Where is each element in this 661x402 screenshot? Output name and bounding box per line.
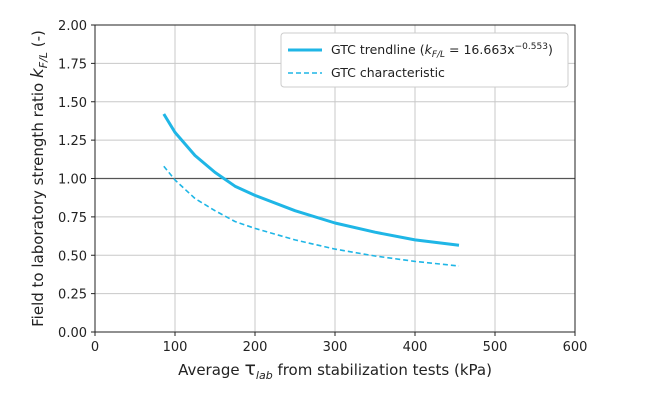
tick-layer: 0 100 200 300 400 500 600 0.00 0.25 0.50 0.75 1.00 1… [58, 19, 587, 355]
series-line-gtc-characteristic [163, 165, 460, 267]
y-axis-title-post: (-) [29, 30, 47, 52]
x-tick-label: 0 [91, 340, 99, 355]
legend-trend-post: ) [548, 42, 553, 57]
x-tick-label: 200 [243, 340, 268, 355]
x-tick-label: 400 [403, 340, 428, 355]
legend-trend-sub: F/L [432, 50, 445, 60]
y-tick-label: 0.75 [58, 211, 87, 226]
x-axis-title-post: from stabilization tests (kPa) [273, 361, 492, 379]
legend-char-pre: GTC characteristic [331, 65, 445, 80]
legend-trend-mid: = 16.663x [445, 42, 515, 57]
y-axis-title-pre: Field to laboratory strength ratio [29, 78, 47, 327]
series-layer [162, 113, 460, 267]
y-tick-label: 2.00 [58, 19, 87, 34]
x-tick-label: 100 [163, 340, 188, 355]
legend-label-gtc-trendline: GTC trendline (kF/L = 16.663x−0.553) [331, 42, 553, 60]
x-tick-label: 300 [323, 340, 348, 355]
y-axis-title: Field to laboratory strength ratio kF/L … [28, 30, 50, 327]
y-tick-label: 1.50 [58, 96, 87, 111]
y-tick-label: 0.00 [58, 326, 87, 341]
x-tick-label: 600 [563, 340, 588, 355]
y-tick-label: 0.25 [58, 288, 87, 303]
x-tick-label: 500 [483, 340, 508, 355]
x-axis-title-pre: Average [178, 361, 244, 379]
y-tick-label: 1.25 [58, 134, 87, 149]
legend-trend-k: k [425, 42, 433, 57]
x-axis-title-sub: lab [256, 369, 273, 382]
y-axis-title-sub: F/L [37, 52, 50, 68]
legend-trend-pre: GTC trendline ( [331, 42, 425, 57]
x-axis-title-symbol: τ [244, 358, 255, 380]
series-line-gtc-trendline [162, 113, 460, 247]
y-tick-label: 0.50 [58, 249, 87, 264]
y-tick-label: 1.75 [58, 57, 87, 72]
legend-label-gtc-characteristic: GTC characteristic [331, 65, 445, 80]
legend-box [280, 32, 569, 88]
x-axis-title: Average τlab from stabilization tests (k… [178, 358, 492, 382]
legend: GTC trendline (kF/L = 16.663x−0.553) GTC… [280, 32, 569, 88]
legend-trend-sup: −0.553 [515, 42, 548, 52]
y-tick-label: 1.00 [58, 173, 87, 188]
y-axis-title-symbol: k [28, 67, 48, 78]
